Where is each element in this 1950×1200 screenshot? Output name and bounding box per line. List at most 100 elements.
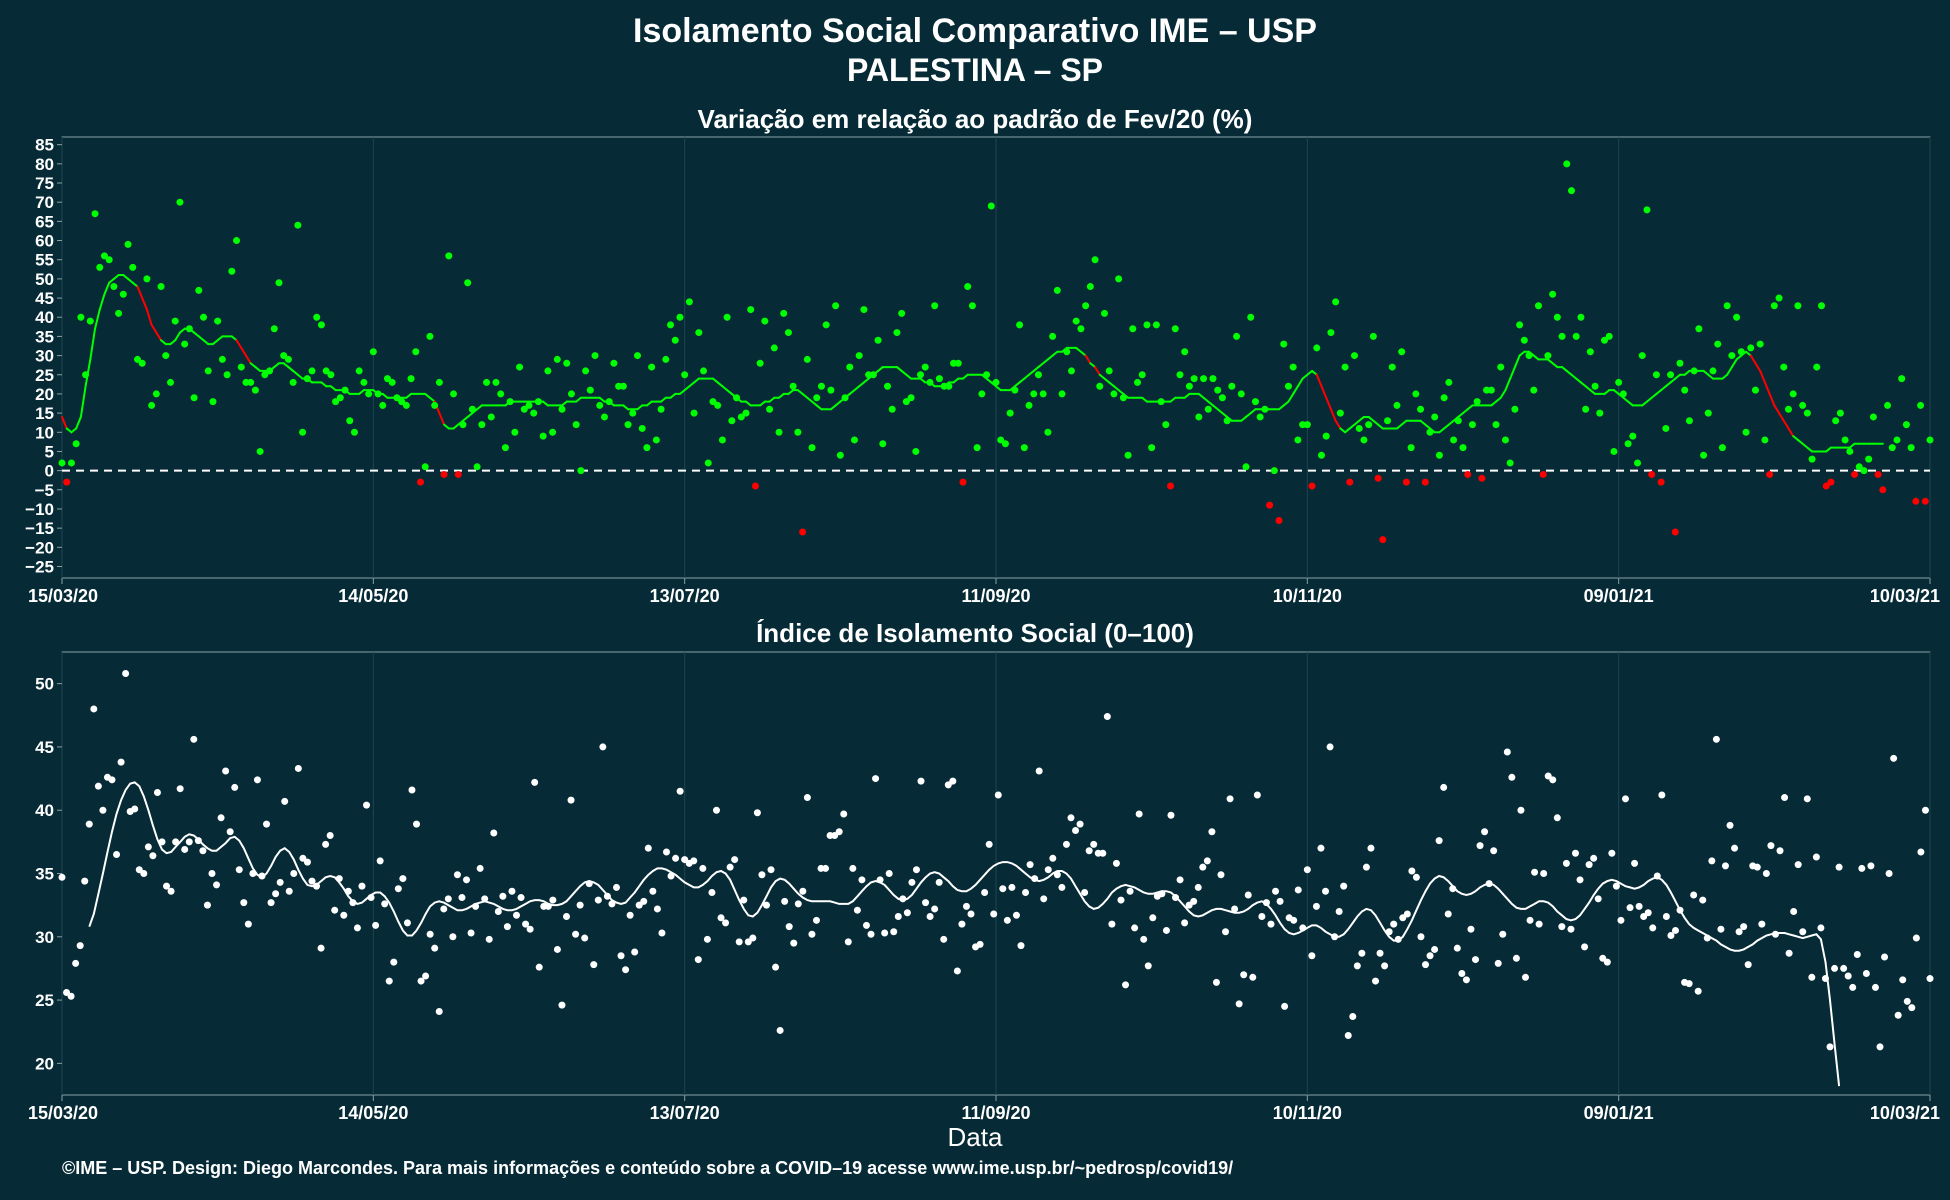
data-point	[1881, 953, 1889, 961]
data-point	[86, 317, 94, 325]
x-tick-label: 10/11/20	[1273, 586, 1342, 606]
data-point	[1162, 926, 1170, 934]
trend-segment	[1112, 385, 1120, 392]
data-point	[308, 877, 316, 885]
data-point	[1676, 906, 1684, 914]
data-point	[360, 378, 368, 386]
data-point	[1148, 444, 1156, 452]
data-point	[714, 401, 722, 409]
data-point	[1140, 935, 1148, 943]
data-point	[270, 325, 278, 333]
data-point	[190, 394, 198, 402]
data-point	[1512, 954, 1520, 962]
data-point	[99, 806, 107, 814]
data-point	[1649, 924, 1657, 932]
trend-segment	[806, 396, 814, 403]
data-point	[90, 705, 98, 713]
data-point	[1501, 436, 1509, 444]
data-point	[1615, 378, 1623, 386]
data-point	[1712, 735, 1720, 743]
data-point	[1621, 795, 1629, 803]
trend-segment	[1509, 366, 1516, 380]
data-point	[1331, 933, 1339, 941]
trend-segment	[542, 400, 549, 407]
data-point	[1590, 854, 1598, 862]
data-point	[1700, 451, 1708, 459]
trend-segment	[1745, 350, 1752, 357]
data-point	[417, 977, 425, 985]
data-point	[690, 857, 698, 865]
data-point	[463, 876, 471, 884]
data-point	[290, 870, 298, 877]
trend-segment	[1650, 392, 1658, 399]
trend-segment	[197, 335, 205, 342]
data-point	[1908, 1004, 1916, 1012]
trend-segment	[1664, 381, 1672, 388]
data-point	[1497, 363, 1505, 371]
data-point	[490, 829, 498, 837]
data-point	[968, 302, 976, 310]
data-point	[690, 409, 698, 417]
data-point	[1608, 849, 1616, 857]
data-point	[899, 895, 907, 903]
data-point	[676, 313, 684, 321]
data-point	[822, 864, 830, 872]
trend-segment	[282, 362, 290, 369]
trend-segment	[405, 392, 413, 399]
y-tick-label: 50	[35, 270, 54, 289]
trend-segment	[1348, 423, 1356, 430]
data-point	[1103, 713, 1111, 721]
data-point	[762, 901, 770, 909]
data-point	[1653, 872, 1661, 880]
data-point	[476, 864, 484, 872]
data-point	[1157, 398, 1165, 406]
data-point	[1085, 847, 1093, 855]
trend-segment	[1782, 419, 1790, 430]
data-point	[231, 783, 239, 791]
data-point	[200, 313, 208, 321]
data-point	[1233, 332, 1241, 340]
data-point	[237, 363, 245, 371]
data-point	[1703, 934, 1711, 942]
data-point	[426, 332, 434, 340]
trend-segment	[1570, 373, 1578, 380]
trend-segment	[811, 400, 818, 407]
data-point	[612, 883, 620, 891]
data-point	[794, 900, 802, 908]
data-point	[1876, 1043, 1884, 1051]
data-point	[1871, 983, 1879, 991]
data-point	[249, 870, 257, 877]
data-point	[731, 856, 739, 864]
data-point	[1003, 916, 1011, 924]
data-point	[454, 470, 462, 478]
data-point	[1803, 409, 1811, 417]
data-point	[907, 394, 915, 402]
data-point	[181, 845, 189, 853]
data-point	[1671, 528, 1679, 536]
data-point	[1167, 482, 1175, 490]
data-point	[784, 329, 792, 337]
data-point	[708, 888, 716, 896]
trend-segment	[98, 293, 106, 311]
data-point	[1888, 444, 1896, 452]
x-tick-label: 15/03/20	[28, 1103, 98, 1123]
data-point	[985, 840, 993, 848]
data-point	[1577, 313, 1585, 321]
y-tick-label: 15	[35, 404, 54, 423]
data-point	[1558, 332, 1566, 340]
data-point	[1444, 910, 1452, 918]
data-point	[1247, 313, 1255, 321]
y-tick-label: 65	[35, 212, 54, 231]
data-point	[1317, 844, 1325, 852]
data-point	[408, 786, 416, 794]
data-point	[1034, 371, 1042, 379]
data-point	[1624, 440, 1632, 448]
data-point	[1072, 317, 1080, 325]
data-point	[1499, 930, 1507, 938]
data-point	[1440, 783, 1448, 791]
trend-segment	[1513, 354, 1521, 369]
data-point	[240, 899, 248, 907]
trend-segment	[61, 415, 68, 430]
data-point	[1775, 294, 1783, 302]
data-point	[898, 309, 906, 317]
